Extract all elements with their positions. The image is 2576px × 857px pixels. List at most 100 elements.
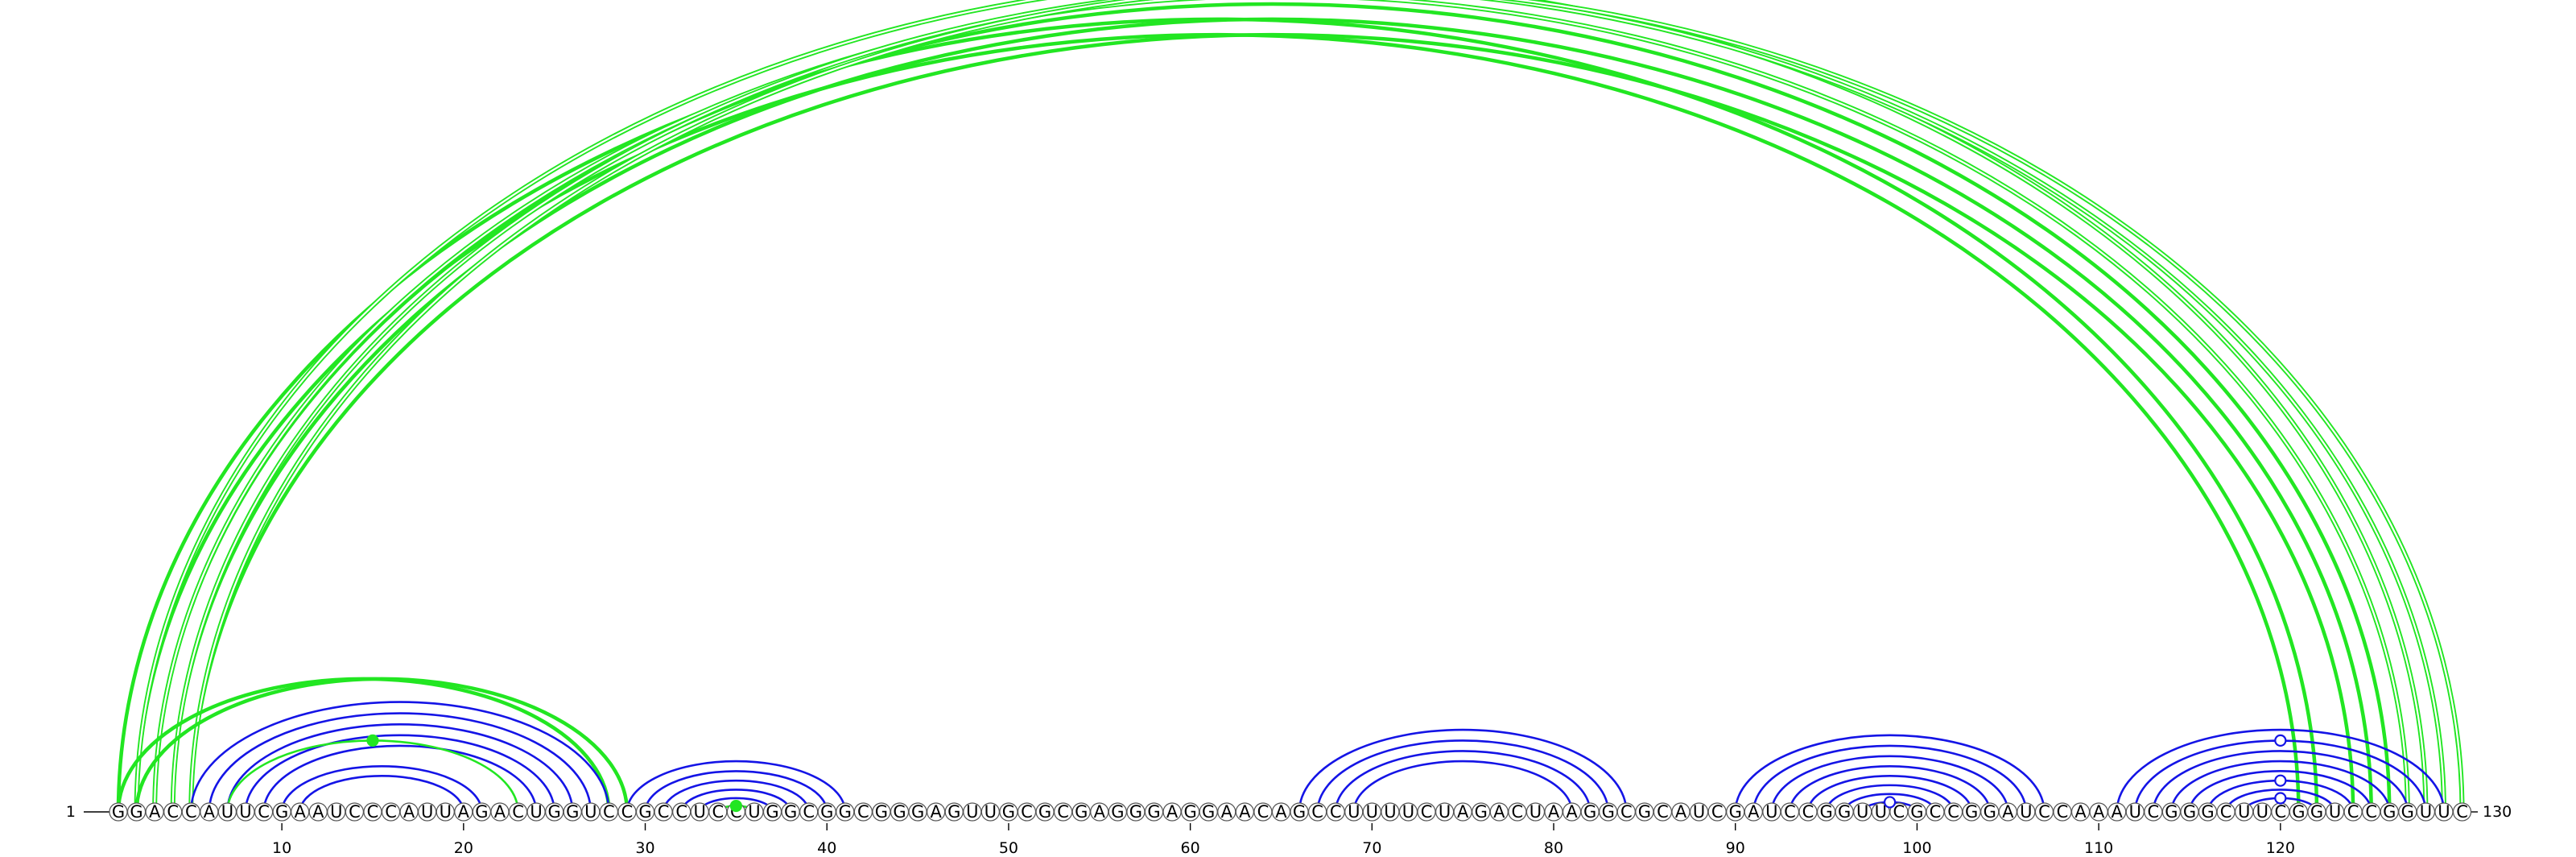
nucleotide-letter: U [2329, 802, 2341, 822]
base-pair-arc [1789, 765, 1992, 813]
base-pair-arc [625, 760, 847, 813]
nucleotide-letter: A [312, 802, 324, 822]
base-pair-arc [1734, 734, 2046, 813]
base-pair-arc [134, 677, 630, 813]
base-pair-arc [1825, 784, 1955, 813]
nucleotide-letter: C [2347, 802, 2359, 822]
nucleotide-letter: G [2201, 802, 2214, 822]
nucleotide-letter: G [893, 802, 906, 822]
nucleotide-letter: U [2020, 802, 2032, 822]
nucleotide-letter: C [1330, 802, 1342, 822]
nucleotide-letter: G [839, 802, 852, 822]
base-pair-arc [1752, 744, 2028, 813]
base-pair-arc [152, 0, 2410, 813]
position-axis: 10 20 30 40 50 60 70 80 90 100 110 120 [272, 823, 2295, 857]
base-pair-arc [2188, 770, 2372, 813]
sequence-end-label: 130 [2483, 803, 2512, 821]
nucleotide-letter: C [2274, 802, 2286, 822]
nucleotide-letter: U [1348, 802, 1360, 822]
nucleotide-letter: A [1239, 802, 1251, 822]
base-pair-arc [2170, 760, 2391, 813]
nucleotide-letter: G [2165, 802, 2178, 822]
nucleotide-letter: A [458, 802, 470, 822]
arc-marker [2274, 774, 2287, 787]
axis-tick-label: 30 [635, 839, 654, 857]
nucleotide-letter: U [1765, 802, 1777, 822]
nucleotide-letter: G [2183, 802, 2196, 822]
nucleotide-letter: G [475, 802, 488, 822]
nucleotide-letter: C [185, 802, 197, 822]
nucleotide-letter: U [1384, 802, 1396, 822]
nucleotide-sequence: GGACCAUUCGAAUCCCAUUAGACUGGUCCGCCUCCUGGCG… [109, 802, 2472, 822]
nucleotide-letter: G [1638, 802, 1651, 822]
base-pair-arc [1770, 755, 2009, 813]
nucleotide-letter: U [530, 802, 542, 822]
base-pair-arc-inner [154, 0, 2409, 813]
nucleotide-letter: A [1675, 802, 1687, 822]
axis-tick-label: 40 [817, 839, 836, 857]
arc-marker [1883, 796, 1897, 809]
sequence-start-label: 1 [66, 803, 76, 821]
nucleotide-letter: U [2438, 802, 2450, 822]
nucleotide-letter: G [1111, 802, 1124, 822]
base-pair-arc [644, 770, 828, 813]
axis-tick-label: 60 [1181, 839, 1200, 857]
nucleotide-letter: C [1784, 802, 1796, 822]
nucleotide-letter: C [1257, 802, 1269, 822]
nucleotide-letter: G [275, 802, 288, 822]
nucleotide-letter: G [2383, 802, 2396, 822]
nucleotide-letter: C [349, 802, 361, 822]
base-pair-arcs [116, 0, 2462, 813]
nucleotide-letter: U [584, 802, 597, 822]
nucleotide-letter: A [1221, 802, 1233, 822]
nucleotide-letter: G [2292, 802, 2305, 822]
nucleotide-letter: C [857, 802, 869, 822]
nucleotide-letter: C [1893, 802, 1905, 822]
base-pair-arc [2116, 728, 2446, 813]
nucleotide-letter: G [1075, 802, 1088, 822]
nucleotide-letter: A [2093, 802, 2105, 822]
base-pair-arc [226, 722, 574, 813]
nucleotide-letter: G [1965, 802, 1978, 822]
base-pair-arc [171, 17, 2373, 813]
nucleotide-letter: A [2112, 802, 2124, 822]
nucleotide-letter: A [1457, 802, 1469, 822]
nucleotide-letter: U [1875, 802, 1887, 822]
base-pair-arc [2224, 789, 2336, 813]
nucleotide-letter: C [603, 802, 615, 822]
nucleotide-letter: U [440, 802, 452, 822]
nucleotide-letter: C [1620, 802, 1633, 822]
nucleotide-letter: C [675, 802, 687, 822]
nucleotide-letter: U [1693, 802, 1705, 822]
nucleotide-letter: G [1183, 802, 1196, 822]
nucleotide-circle [2452, 802, 2472, 822]
nucleotide-letter: G [1038, 802, 1051, 822]
axis-tick-label: 110 [2084, 839, 2113, 857]
nucleotide-letter: G [820, 802, 833, 822]
nucleotide-letter: C [658, 802, 670, 822]
axis-tick-label: 100 [1902, 839, 1931, 857]
nucleotide-letter: U [2129, 802, 2141, 822]
nucleotide-letter: C [1947, 802, 1959, 822]
base-pair-arc [1316, 739, 1610, 813]
base-pair-arc [680, 789, 792, 813]
nucleotide-letter: U [2256, 802, 2268, 822]
base-pair-arc [116, 17, 2319, 813]
nucleotide-letter: C [1057, 802, 1069, 822]
nucleotide-letter: A [204, 802, 216, 822]
nucleotide-letter: G [1819, 802, 1832, 822]
base-pair-arc-inner [135, 0, 2427, 813]
nucleotide-letter: C [1711, 802, 1724, 822]
nucleotide-letter: G [112, 802, 125, 822]
nucleotide-letter: U [1439, 802, 1451, 822]
nucleotide-letter: A [2074, 802, 2087, 822]
nucleotide-letter: A [295, 802, 307, 822]
nucleotide-letter: G [1475, 802, 1488, 822]
arc-marker [366, 734, 379, 747]
base-pair-arc [208, 712, 592, 813]
axis-tick-label: 120 [2266, 839, 2295, 857]
base-pair-arc [191, 0, 2462, 812]
nucleotide-letter: C [712, 802, 724, 822]
nucleotide-letter: A [1166, 802, 1179, 822]
